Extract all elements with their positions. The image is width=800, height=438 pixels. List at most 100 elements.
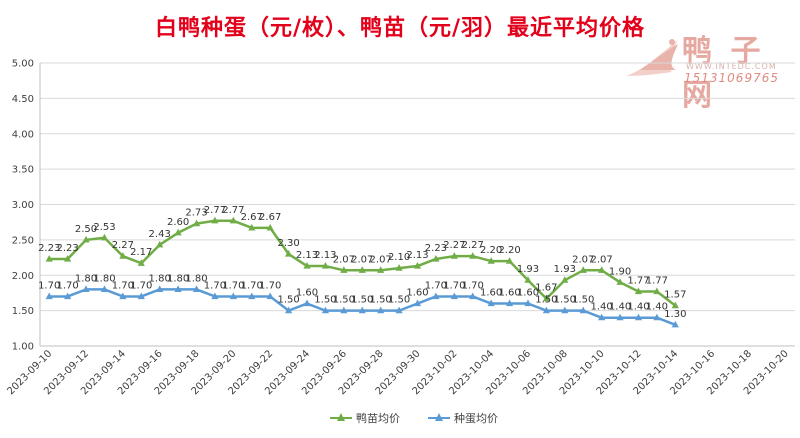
data-point bbox=[229, 216, 237, 224]
data-label: 1.50 bbox=[572, 295, 594, 306]
y-tick-label: 1.50 bbox=[12, 306, 34, 317]
data-label: 1.93 bbox=[517, 264, 539, 275]
data-point bbox=[487, 257, 495, 264]
data-label: 2.17 bbox=[130, 247, 152, 258]
data-label: 2.07 bbox=[333, 254, 355, 265]
data-point bbox=[100, 285, 109, 292]
data-point bbox=[358, 266, 366, 273]
data-label: 1.60 bbox=[296, 288, 318, 299]
data-label: 1.80 bbox=[149, 273, 171, 284]
data-label: 2.13 bbox=[406, 250, 428, 261]
data-point bbox=[211, 292, 219, 300]
y-tick-label: 3.00 bbox=[12, 200, 34, 211]
data-label: 2.60 bbox=[167, 217, 189, 228]
data-point bbox=[561, 306, 569, 314]
watermark-url: WWW.INTEDC.COM bbox=[686, 62, 777, 71]
data-label: 2.53 bbox=[93, 222, 115, 233]
watermark-phone: 15131069765 bbox=[684, 71, 779, 85]
data-point bbox=[377, 266, 385, 273]
data-point bbox=[156, 240, 164, 248]
data-label: 1.50 bbox=[277, 295, 299, 306]
data-point bbox=[653, 287, 661, 295]
data-label: 1.70 bbox=[204, 280, 226, 291]
data-label: 1.60 bbox=[406, 288, 428, 299]
data-point bbox=[395, 264, 403, 271]
data-label: 1.90 bbox=[609, 266, 631, 277]
data-label: 2.77 bbox=[204, 205, 226, 216]
data-point bbox=[303, 262, 311, 269]
data-label: 1.40 bbox=[627, 302, 649, 313]
data-point bbox=[137, 259, 145, 266]
data-label: 1.93 bbox=[554, 264, 576, 275]
data-point bbox=[634, 287, 643, 295]
data-point bbox=[616, 313, 624, 321]
data-label: 2.10 bbox=[388, 252, 410, 263]
data-label: 1.57 bbox=[664, 290, 686, 301]
data-point bbox=[229, 292, 237, 300]
data-label: 1.50 bbox=[370, 295, 392, 306]
data-point bbox=[505, 299, 514, 307]
data-label: 1.77 bbox=[646, 276, 668, 287]
data-point bbox=[156, 285, 164, 292]
data-point bbox=[524, 276, 532, 283]
chart-title: 白鸭种蛋（元/枚）、鸭苗（元/羽）最近平均价格 bbox=[154, 16, 646, 41]
data-point bbox=[671, 301, 679, 309]
data-label: 2.07 bbox=[572, 254, 594, 265]
data-point bbox=[266, 223, 274, 231]
data-label: 2.30 bbox=[277, 238, 299, 249]
data-point bbox=[395, 306, 403, 314]
data-point bbox=[653, 313, 661, 321]
data-label: 1.50 bbox=[351, 295, 373, 306]
legend-item-egg: 种蛋均价 bbox=[428, 410, 498, 426]
legend-item-duckling: 鸭苗均价 bbox=[330, 410, 400, 426]
data-point bbox=[174, 228, 182, 236]
data-label: 1.70 bbox=[462, 280, 484, 291]
y-tick-label: 1.00 bbox=[12, 342, 34, 353]
data-label: 1.70 bbox=[241, 280, 263, 291]
data-label: 1.80 bbox=[75, 273, 97, 284]
data-label: 2.07 bbox=[370, 254, 392, 265]
data-label: 1.60 bbox=[517, 288, 539, 299]
data-point bbox=[119, 292, 127, 300]
data-point bbox=[598, 266, 606, 273]
data-point bbox=[358, 306, 366, 314]
data-label: 2.27 bbox=[112, 240, 134, 251]
data-label: 2.27 bbox=[462, 240, 484, 251]
data-label: 1.70 bbox=[130, 280, 152, 291]
data-point bbox=[377, 306, 385, 314]
data-point bbox=[524, 299, 532, 307]
legend-swatch-egg bbox=[428, 413, 450, 423]
chart-legend: 鸭苗均价 种蛋均价 bbox=[330, 410, 498, 426]
data-point bbox=[616, 278, 624, 285]
data-point bbox=[413, 299, 422, 307]
legend-label-duckling: 鸭苗均价 bbox=[356, 412, 400, 425]
data-label: 1.70 bbox=[222, 280, 244, 291]
data-label: 2.73 bbox=[185, 208, 207, 219]
data-label: 2.07 bbox=[591, 254, 613, 265]
data-point bbox=[64, 254, 72, 262]
data-label: 1.80 bbox=[93, 273, 115, 284]
data-point bbox=[100, 233, 109, 241]
data-label: 2.23 bbox=[56, 243, 78, 254]
data-label: 1.70 bbox=[38, 280, 60, 291]
data-label: 2.23 bbox=[38, 243, 60, 254]
data-point bbox=[266, 292, 274, 300]
data-label: 2.07 bbox=[351, 254, 373, 265]
legend-swatch-duckling bbox=[330, 413, 352, 423]
data-point bbox=[303, 299, 311, 307]
data-point bbox=[598, 313, 606, 321]
y-tick-label: 2.00 bbox=[12, 271, 34, 282]
legend-label-egg: 种蛋均价 bbox=[454, 412, 498, 425]
data-label: 2.50 bbox=[75, 224, 97, 235]
data-point bbox=[469, 252, 477, 259]
data-label: 1.80 bbox=[167, 273, 189, 284]
data-label: 2.23 bbox=[425, 243, 447, 254]
data-label: 1.50 bbox=[554, 295, 576, 306]
data-label: 2.20 bbox=[480, 245, 502, 256]
data-label: 1.70 bbox=[425, 280, 447, 291]
data-point bbox=[119, 252, 127, 259]
data-point bbox=[450, 292, 458, 300]
data-point bbox=[284, 250, 293, 257]
y-tick-label: 5.00 bbox=[12, 59, 34, 70]
